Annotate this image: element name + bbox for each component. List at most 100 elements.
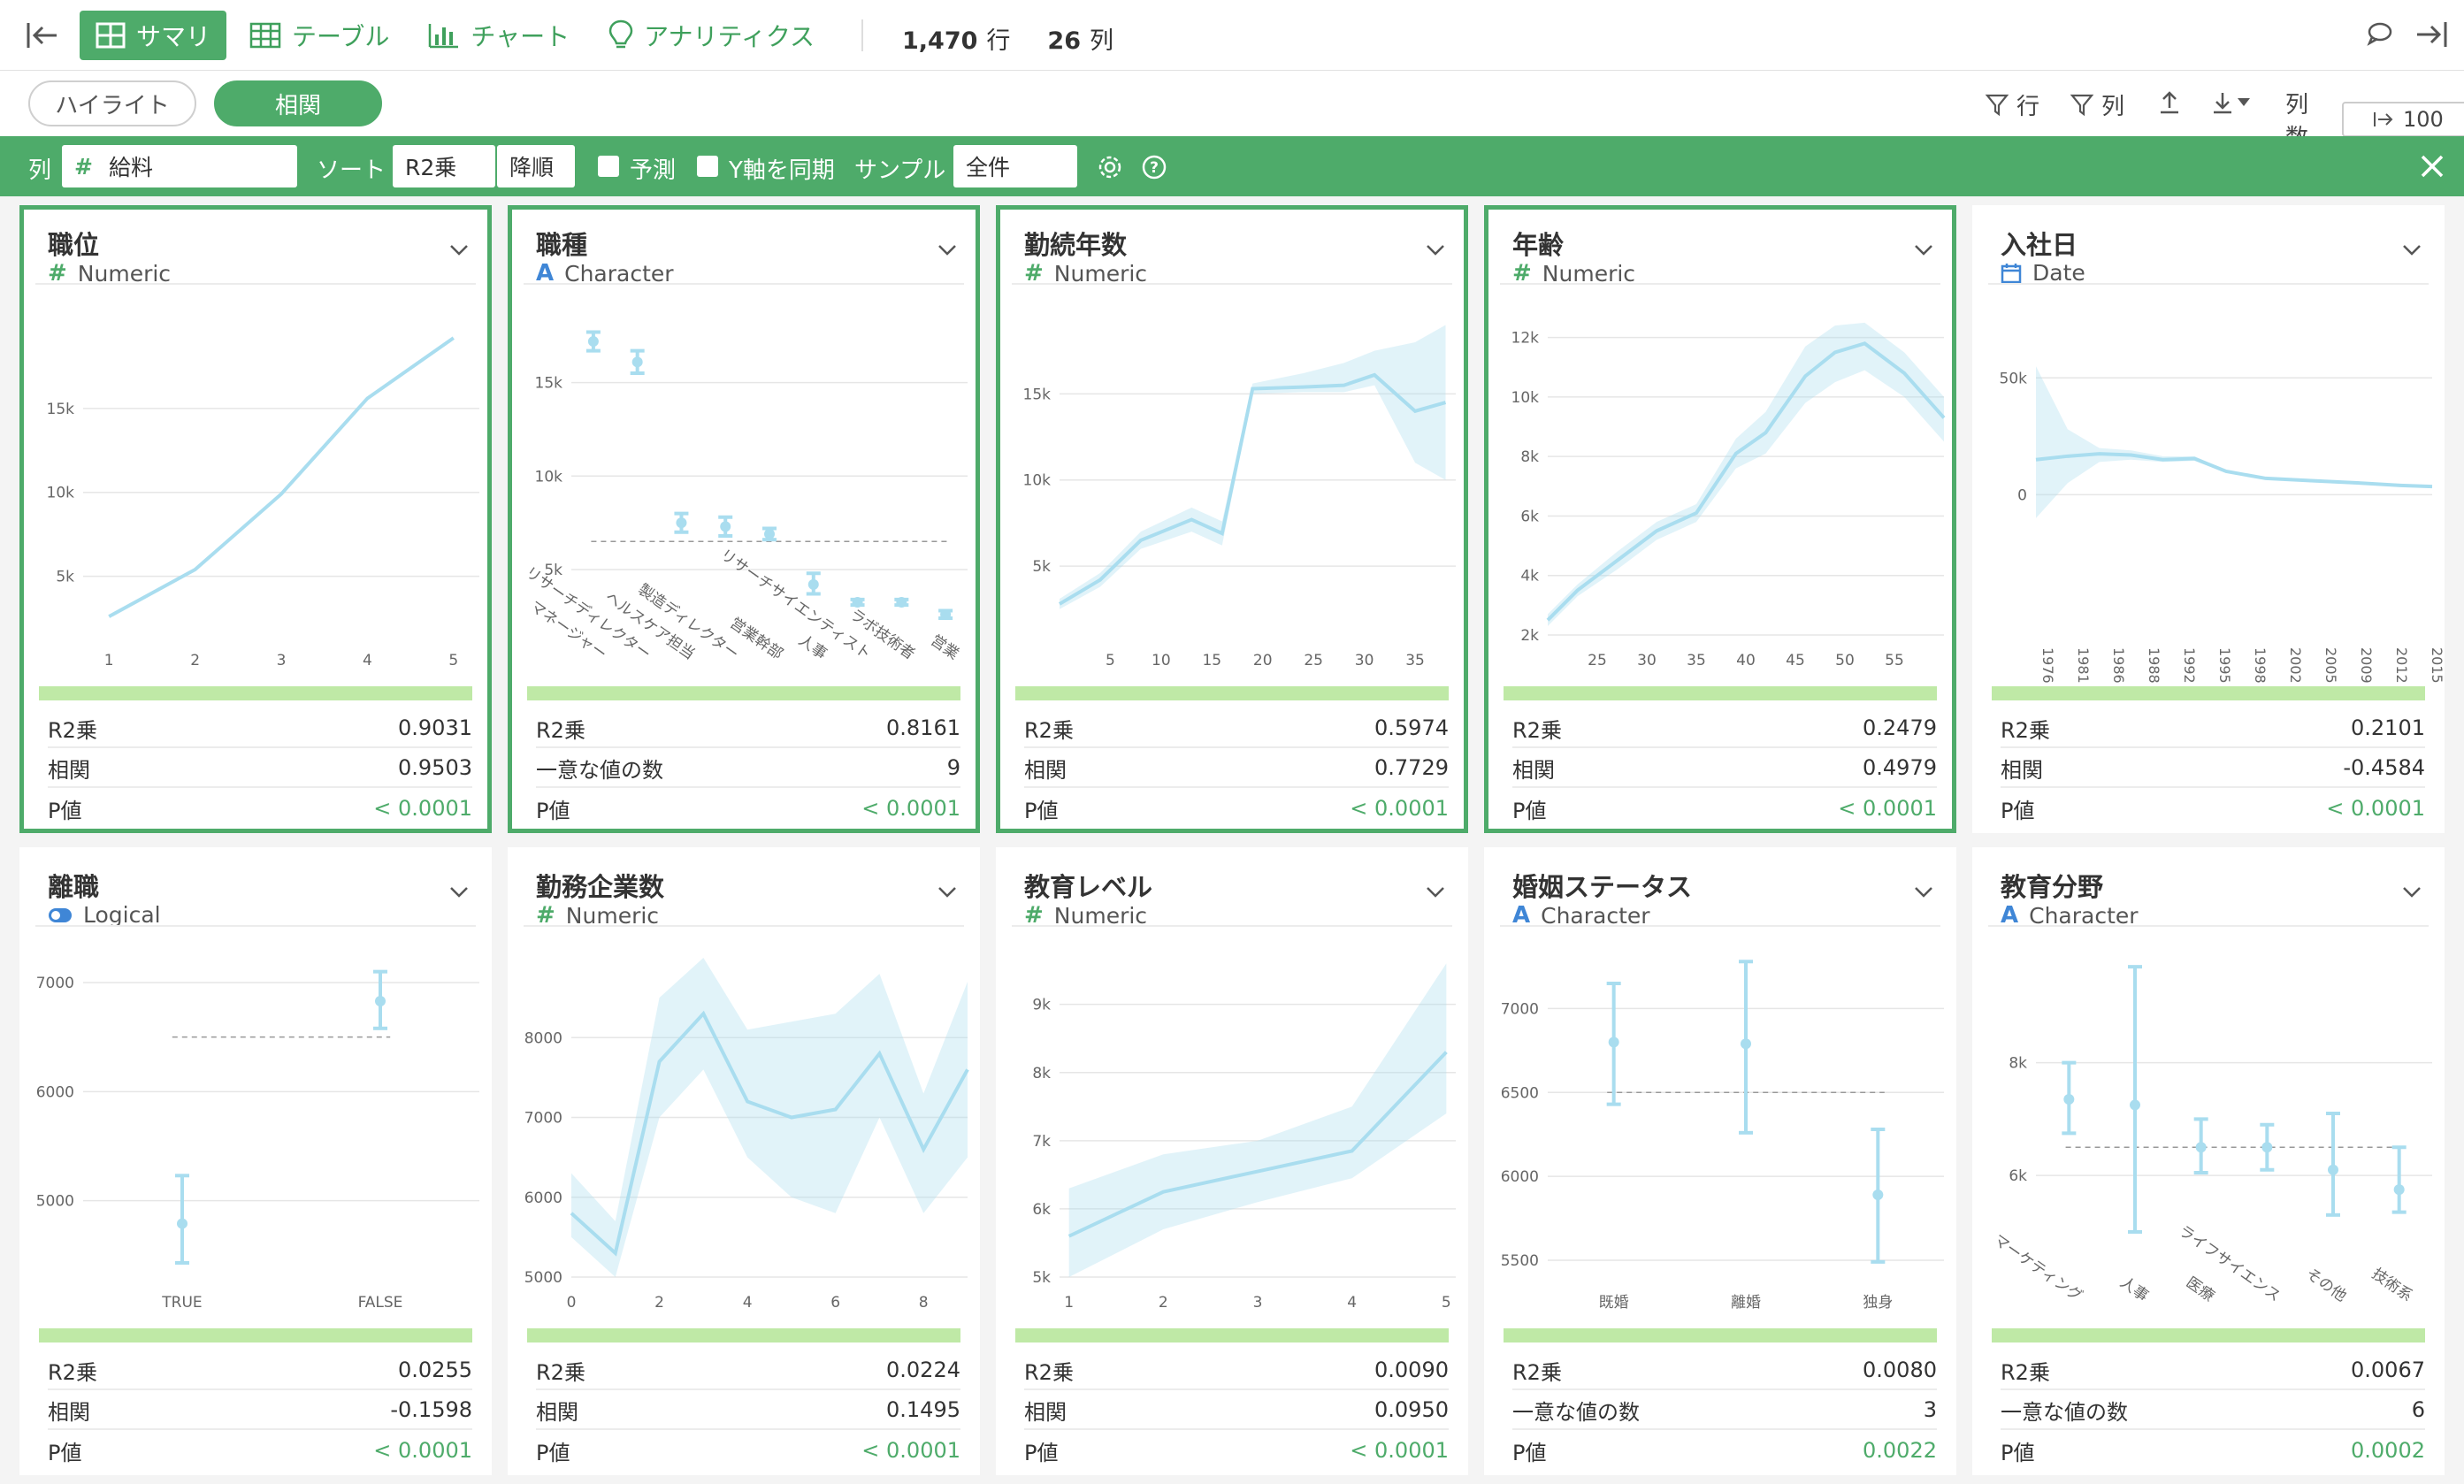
card-header-divider xyxy=(1988,925,2429,927)
upload-icon[interactable] xyxy=(2158,90,2181,119)
card-title: 教育分野 xyxy=(2001,872,2104,902)
x-tick-label: 30 xyxy=(1355,652,1374,669)
close-icon[interactable] xyxy=(2420,154,2445,185)
stat-value: < 0.0001 xyxy=(861,796,960,821)
row-filter-button[interactable]: 行 xyxy=(1985,88,2039,121)
mean-point xyxy=(676,517,687,529)
stat-row: P値 0.0002 xyxy=(2001,1431,2425,1470)
trend-line xyxy=(2035,452,2433,489)
tab-analytics[interactable]: アナリティクス xyxy=(593,11,830,60)
correlation-card[interactable]: 入社日 Date 0 50k 1976 1981 1986 1988 1992 1995 199… xyxy=(1972,205,2445,833)
help-icon[interactable]: ? xyxy=(1141,154,1167,187)
stat-row: P値 < 0.0001 xyxy=(1024,1431,1449,1470)
stat-row: R2乗 0.2479 xyxy=(1512,709,1937,748)
stat-label: R2乗 xyxy=(2001,1359,2050,1385)
col-filter-button[interactable]: 列 xyxy=(2070,88,2124,121)
stat-value: < 0.0001 xyxy=(1350,1438,1449,1463)
chevron-down-icon[interactable] xyxy=(446,879,472,906)
y-tick-label: 6500 xyxy=(1501,1084,1539,1102)
card-type: A Character xyxy=(536,260,674,287)
comment-icon[interactable] xyxy=(2367,21,2393,50)
correlation-settings-bar: 列 # 給料 ソート R2乗 降順 予測 Y軸を同期 サンプル 全件 ? xyxy=(0,136,2464,196)
chevron-down-icon[interactable] xyxy=(2399,237,2425,264)
correlation-strength-bar xyxy=(1504,686,1937,700)
stat-row: 相関 -0.4584 xyxy=(2001,749,2425,788)
mean-point xyxy=(896,597,907,608)
y-tick-label: 7k xyxy=(1032,1133,1051,1151)
mean-point xyxy=(852,597,863,608)
x-tick-label: 25 xyxy=(1588,652,1607,669)
column-count-input[interactable]: 100 xyxy=(2341,102,2464,137)
correlation-card[interactable]: 勤続年数 # Numeric 5k 10k 15k 5 10 15 20 25 30 35 R2乗 0… xyxy=(996,205,1468,833)
stat-label: P値 xyxy=(2001,798,2035,823)
target-column-select[interactable]: # 給料 xyxy=(62,145,297,187)
mean-point xyxy=(720,521,731,532)
chevron-down-icon[interactable] xyxy=(2399,879,2425,906)
sort-key-select[interactable]: R2乗 xyxy=(393,145,495,187)
stat-value: 0.9503 xyxy=(398,755,472,780)
stat-row: 一意な値の数 3 xyxy=(1512,1391,1937,1430)
chevron-down-icon[interactable] xyxy=(934,879,960,906)
tab-chart-label: チャート xyxy=(471,22,570,51)
tab-summary[interactable]: サマリ xyxy=(80,11,227,60)
numeric-type-icon: # xyxy=(74,153,93,180)
row-unit: 行 xyxy=(986,27,1011,55)
highlight-pill[interactable]: ハイライト xyxy=(28,80,196,126)
y-tick-label: 6k xyxy=(1520,508,1539,525)
stat-value: 0.8161 xyxy=(886,715,960,740)
chevron-down-icon[interactable] xyxy=(934,237,960,264)
correlation-card[interactable]: 職位 # Numeric 5k 10k 15k 1 2 3 4 5 R2乗 0.9031 相関 0.9… xyxy=(19,205,492,833)
stat-row: R2乗 0.8161 xyxy=(536,709,960,748)
chevron-down-icon[interactable] xyxy=(1910,237,1937,264)
card-type-label: Numeric xyxy=(1542,260,1636,287)
chevron-down-icon[interactable] xyxy=(1422,879,1449,906)
stat-label: 相関 xyxy=(48,1399,90,1425)
sort-order-select[interactable]: 降順 xyxy=(497,145,575,187)
stat-label: P値 xyxy=(48,798,82,823)
trend-line xyxy=(1058,372,1447,606)
stat-value: 0.2101 xyxy=(2351,715,2425,740)
chevron-down-icon[interactable] xyxy=(1422,237,1449,264)
correlation-card[interactable]: 離職 Logical 5000 6000 7000 TRUE FALSE R2乗 0.02… xyxy=(19,847,492,1475)
target-column-label: 列 xyxy=(28,157,52,184)
mean-point xyxy=(1608,1037,1619,1048)
correlation-card[interactable]: 勤務企業数 # Numeric 5000 6000 7000 8000 0 2 4 6 8 R2乗… xyxy=(508,847,980,1475)
collapse-right-icon[interactable] xyxy=(2414,19,2448,53)
correlation-card[interactable]: 教育分野 A Character 6k 8k マーケティング 人事 医療 ライフサイエンスそ… xyxy=(1972,847,2445,1475)
tab-table[interactable]: テーブル xyxy=(233,11,405,60)
correlation-card[interactable]: 年齢 # Numeric 2k 4k 6k 8k 10k 12k 25 30 35 40 45 50 55… xyxy=(1484,205,1956,833)
predict-checkbox[interactable] xyxy=(598,156,619,177)
chevron-down-icon[interactable] xyxy=(1910,879,1937,906)
mean-point xyxy=(1872,1189,1884,1201)
correlation-card[interactable]: 職種 A Character 5k 10k 15k マネージャー リサーチディレクター ヘル… xyxy=(508,205,980,833)
trend-line xyxy=(108,336,455,618)
card-title: 教育レベル xyxy=(1024,872,1153,902)
card-chart: 5k 6k 7k 8k 9k 1 2 3 4 5 xyxy=(1032,963,1456,1312)
sync-y-checkbox[interactable] xyxy=(697,156,718,177)
x-tick-label: 25 xyxy=(1304,652,1323,669)
stat-label: R2乗 xyxy=(1512,1359,1562,1385)
stat-row: P値 < 0.0001 xyxy=(48,1431,472,1470)
mean-point xyxy=(2195,1142,2207,1153)
stat-row: 相関 0.4979 xyxy=(1512,749,1937,788)
numeric-type-icon: # xyxy=(1024,902,1044,929)
correlation-card[interactable]: 教育レベル # Numeric 5k 6k 7k 8k 9k 1 2 3 4 5 R2乗 0.0090… xyxy=(996,847,1468,1475)
correlation-pill[interactable]: 相関 xyxy=(214,80,382,126)
character-type-icon: A xyxy=(1512,902,1531,929)
x-tick-label: 2015 xyxy=(2429,647,2445,684)
collapse-left-icon[interactable] xyxy=(25,18,60,53)
tab-chart[interactable]: チャート xyxy=(412,11,585,60)
stat-value: -0.1598 xyxy=(390,1397,472,1422)
card-title: 年齢 xyxy=(1512,230,1565,260)
sample-select[interactable]: 全件 xyxy=(953,145,1077,187)
stat-label: R2乗 xyxy=(48,717,97,743)
x-tick-label: 15 xyxy=(1202,652,1221,669)
download-icon[interactable] xyxy=(2211,90,2250,115)
stat-label: 相関 xyxy=(2001,757,2043,783)
confidence-band xyxy=(1068,963,1447,1277)
correlation-card[interactable]: 婚姻ステータス A Character 5500 6000 6500 7000 既婚 離婚 独… xyxy=(1484,847,1956,1475)
chevron-down-icon[interactable] xyxy=(446,237,472,264)
trend-line xyxy=(1067,1051,1448,1238)
numeric-type-icon: # xyxy=(536,902,555,929)
settings-gear-icon[interactable] xyxy=(1097,154,1123,187)
